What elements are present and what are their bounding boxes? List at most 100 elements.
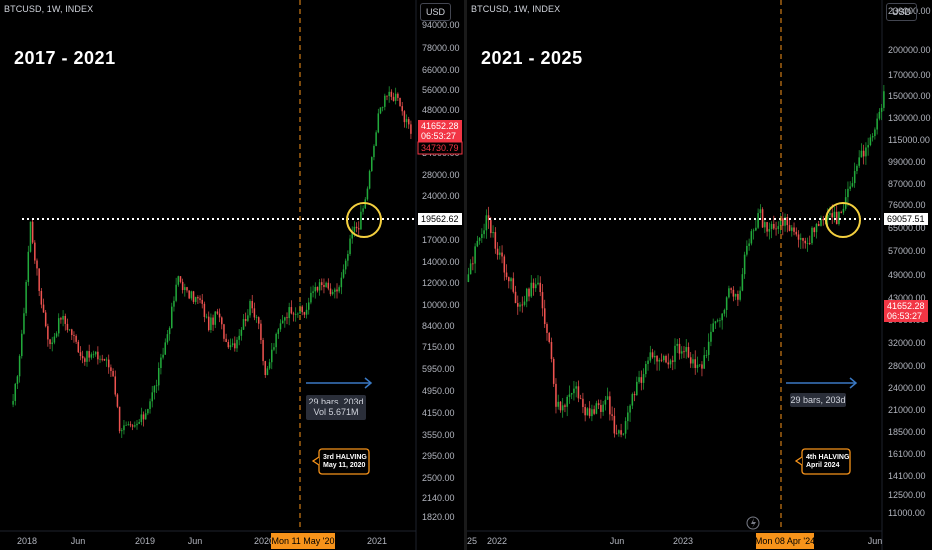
- measure-label-bg: [790, 393, 846, 407]
- candle-body: [606, 396, 609, 400]
- halving-date-tag: Mon 08 Apr '24: [755, 533, 815, 549]
- candle-body: [86, 351, 88, 362]
- y-tick-label: 18500.00: [888, 427, 926, 437]
- candle-body: [568, 394, 571, 397]
- y-tick-label: 17000.00: [422, 235, 460, 245]
- candle-body: [636, 381, 638, 396]
- candle: [240, 327, 243, 341]
- chart-panel-right[interactable]: 230000.00 200000.00 170000.00 150000.00 1300…: [467, 0, 932, 550]
- x-tick-label: Jun: [868, 536, 883, 546]
- candle: [366, 186, 369, 201]
- candle-body: [234, 343, 236, 349]
- candle-body: [336, 289, 338, 292]
- candle-body: [728, 288, 730, 298]
- candle-body: [862, 150, 865, 157]
- candle-body: [600, 405, 602, 412]
- candle-body: [734, 293, 737, 297]
- candle: [136, 419, 138, 430]
- candle: [710, 323, 712, 347]
- candle-body: [321, 282, 323, 285]
- candle: [71, 328, 73, 340]
- x-tick-label: 2018: [17, 536, 37, 546]
- y-tick-label: 11000.00: [888, 508, 925, 518]
- candle: [340, 272, 343, 295]
- candle-body: [94, 351, 97, 355]
- candle: [669, 358, 672, 369]
- candle: [499, 245, 501, 260]
- candle: [201, 293, 203, 309]
- candle: [177, 275, 180, 287]
- candle: [336, 283, 338, 299]
- candle: [528, 287, 530, 302]
- candle: [525, 287, 528, 308]
- candle-body: [379, 107, 382, 114]
- candle-body: [878, 111, 881, 119]
- candle-body: [519, 304, 521, 307]
- y-tick-label: 99000.00: [888, 157, 926, 167]
- candle-body: [775, 228, 777, 230]
- candle: [36, 258, 38, 276]
- candle-body: [593, 409, 595, 414]
- candle: [199, 295, 201, 304]
- candle: [752, 228, 755, 240]
- candle-body: [27, 251, 30, 282]
- candle-body: [660, 359, 663, 361]
- candle: [793, 222, 795, 236]
- halving-date-bg: [756, 533, 814, 549]
- y-tick-label: 200000.00: [888, 45, 931, 55]
- candle: [168, 326, 171, 341]
- candle: [512, 272, 515, 294]
- candle: [483, 223, 485, 239]
- y-tick-label: 49000.00: [888, 270, 926, 280]
- panel-divider[interactable]: [464, 0, 467, 550]
- candle-body: [757, 213, 759, 228]
- chart-canvas-left[interactable]: 94000.00 78000.00 66000.00 56000.00 48000.00…: [0, 0, 464, 550]
- candle: [799, 233, 802, 250]
- halving-note-text: May 11, 2020: [323, 462, 366, 469]
- candle-body: [175, 284, 177, 301]
- chart-panel-left[interactable]: 94000.00 78000.00 66000.00 56000.00 48000.00…: [0, 0, 464, 550]
- candle: [44, 309, 47, 328]
- candle: [131, 423, 134, 431]
- currency-button[interactable]: USD: [886, 3, 918, 21]
- candle-body: [129, 424, 132, 426]
- candle: [808, 235, 811, 246]
- y-tick-label: 170000.00: [888, 70, 931, 80]
- candle: [242, 313, 245, 330]
- candle-body: [541, 292, 544, 309]
- candle: [194, 296, 197, 305]
- y-tick-label: 66000.00: [422, 65, 460, 75]
- candle-body: [157, 367, 160, 386]
- candle: [658, 357, 661, 371]
- candle: [878, 108, 881, 121]
- candle-body: [407, 119, 410, 125]
- candle: [588, 401, 591, 419]
- candle: [347, 250, 349, 267]
- lightning-icon[interactable]: [746, 516, 760, 530]
- x-tick-label: 2021: [367, 536, 387, 546]
- volume-label-bg: [306, 404, 366, 420]
- candle: [579, 394, 582, 400]
- candle-body: [238, 335, 240, 340]
- candle: [29, 221, 32, 253]
- price-tag-value: 41652.28: [887, 301, 925, 311]
- candle-body: [190, 291, 193, 299]
- candle-body: [64, 315, 67, 324]
- candle-body: [116, 394, 119, 407]
- candle: [703, 347, 705, 369]
- price-axis: 94000.00 78000.00 66000.00 56000.00 48000.00…: [422, 20, 460, 522]
- candle-body: [566, 396, 568, 407]
- candle: [79, 346, 82, 361]
- candle: [593, 405, 595, 416]
- price-tag-value: 19562.62: [421, 214, 459, 224]
- currency-button[interactable]: USD: [420, 3, 452, 21]
- candle-body: [290, 307, 293, 314]
- candle: [638, 370, 640, 384]
- candle: [505, 264, 508, 280]
- candle: [303, 311, 306, 318]
- candle-body: [316, 286, 319, 291]
- chart-canvas-right[interactable]: 230000.00 200000.00 170000.00 150000.00 1300…: [467, 0, 932, 550]
- candle: [273, 343, 275, 352]
- candle-body: [242, 319, 245, 330]
